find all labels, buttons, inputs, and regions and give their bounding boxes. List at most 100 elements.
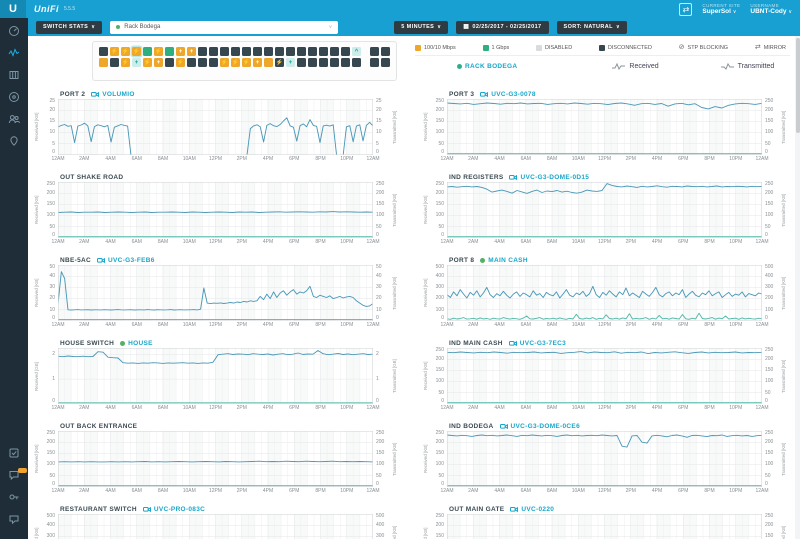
switch-port[interactable] bbox=[99, 47, 108, 56]
switch-port[interactable] bbox=[352, 58, 361, 67]
device-link[interactable]: MAIN CASH bbox=[480, 257, 528, 264]
sidebar-item-support[interactable] bbox=[3, 511, 25, 531]
switch-port[interactable] bbox=[264, 47, 273, 56]
switch-port[interactable] bbox=[198, 58, 207, 67]
switch-port[interactable] bbox=[209, 47, 218, 56]
switch-port[interactable] bbox=[253, 47, 262, 56]
device-filter-select[interactable]: Rack Bodega ∨ bbox=[110, 20, 339, 34]
switch-port[interactable] bbox=[381, 58, 390, 67]
chart-plot[interactable] bbox=[58, 265, 373, 321]
switch-port[interactable]: ⚡ bbox=[121, 58, 130, 67]
switch-port[interactable] bbox=[341, 58, 350, 67]
switch-port[interactable] bbox=[330, 58, 339, 67]
chart-plot[interactable] bbox=[447, 99, 762, 155]
chart-plot[interactable] bbox=[58, 182, 373, 238]
switch-port[interactable]: + bbox=[154, 58, 163, 67]
device-link[interactable]: UVC-G3-DOME-0D15 bbox=[509, 174, 589, 181]
device-link[interactable]: UVC-PRO-083C bbox=[142, 506, 205, 513]
switch-port[interactable]: ⚡ bbox=[132, 47, 141, 56]
switch-port[interactable]: ⚡ bbox=[242, 58, 251, 67]
switch-port[interactable] bbox=[308, 47, 317, 56]
unifi-logo[interactable]: U bbox=[0, 0, 26, 18]
switch-port[interactable] bbox=[341, 47, 350, 56]
chart-plot[interactable] bbox=[58, 348, 373, 404]
device-link[interactable]: HOUSE bbox=[120, 340, 153, 347]
sidebar-item-events[interactable] bbox=[3, 445, 25, 465]
switch-port[interactable] bbox=[231, 47, 240, 56]
switch-port[interactable]: + bbox=[187, 47, 196, 56]
device-link[interactable]: UVC-G3-0078 bbox=[480, 91, 535, 98]
site-switch-icon[interactable]: ⇄ bbox=[679, 2, 693, 16]
current-site-menu[interactable]: CURRENT SITE SuperSol ∨ bbox=[702, 3, 740, 16]
switch-port[interactable]: ⚡ bbox=[176, 58, 185, 67]
scrollbar-thumb[interactable] bbox=[795, 38, 800, 133]
switch-port[interactable] bbox=[297, 47, 306, 56]
switch-port[interactable] bbox=[165, 47, 174, 56]
switch-port[interactable]: ^ bbox=[352, 47, 361, 56]
chart-plot[interactable] bbox=[447, 182, 762, 238]
switch-port[interactable] bbox=[242, 47, 251, 56]
switch-port[interactable] bbox=[297, 58, 306, 67]
username-menu[interactable]: USERNAME UBNT-Cody ∨ bbox=[750, 3, 792, 16]
sort-dropdown[interactable]: SORT: NATURAL ∨ bbox=[556, 20, 627, 34]
y-tick-label: 50 bbox=[765, 389, 771, 396]
switch-port[interactable]: ⚡ bbox=[121, 47, 130, 56]
switch-port[interactable] bbox=[308, 58, 317, 67]
sidebar-item-statistics[interactable] bbox=[3, 45, 25, 65]
x-tick-label: 10AM bbox=[182, 156, 196, 162]
scrollbar[interactable] bbox=[795, 36, 800, 539]
device-link[interactable]: UVC-G3-7EC3 bbox=[508, 340, 566, 347]
sidebar-item-map[interactable] bbox=[3, 67, 25, 87]
switch-port[interactable] bbox=[330, 47, 339, 56]
switch-port[interactable] bbox=[381, 47, 390, 56]
device-link[interactable]: UVC-G3-DOME-0CE6 bbox=[499, 423, 580, 430]
date-range-picker[interactable]: ▦ 02/25/2017 - 02/25/2017 bbox=[456, 20, 549, 34]
switch-port[interactable] bbox=[319, 47, 328, 56]
switch-port[interactable]: + bbox=[176, 47, 185, 56]
switch-port[interactable] bbox=[110, 58, 119, 67]
switch-port[interactable]: ⚡ bbox=[275, 58, 284, 67]
switch-port[interactable]: + bbox=[253, 58, 262, 67]
chart-plot[interactable] bbox=[58, 99, 373, 155]
switch-port[interactable] bbox=[143, 47, 152, 56]
switch-port[interactable] bbox=[286, 47, 295, 56]
chart-plot[interactable] bbox=[447, 514, 762, 539]
device-link[interactable]: VOLUMIO bbox=[91, 91, 134, 98]
switch-port[interactable] bbox=[209, 58, 218, 67]
chart-plot[interactable] bbox=[58, 514, 373, 539]
switch-port[interactable] bbox=[187, 58, 196, 67]
chart-plot[interactable] bbox=[447, 265, 762, 321]
switch-port[interactable]: + bbox=[286, 58, 295, 67]
chart-plot[interactable] bbox=[447, 431, 762, 487]
switch-port[interactable] bbox=[319, 58, 328, 67]
switch-port[interactable] bbox=[264, 58, 273, 67]
chart-plot[interactable] bbox=[447, 348, 762, 404]
switch-port[interactable] bbox=[370, 47, 379, 56]
switch-port[interactable] bbox=[198, 47, 207, 56]
switch-port[interactable]: ⚡ bbox=[231, 58, 240, 67]
switch-port[interactable] bbox=[220, 47, 229, 56]
sidebar-item-insights[interactable] bbox=[3, 133, 25, 153]
device-link[interactable]: UVC-G3-FEB6 bbox=[97, 257, 155, 264]
stats-type-dropdown[interactable]: SWITCH STATS ∨ bbox=[36, 20, 103, 34]
switch-port[interactable]: ⚡ bbox=[220, 58, 229, 67]
switch-port[interactable]: ⚡ bbox=[110, 47, 119, 56]
sidebar-item-admins[interactable] bbox=[3, 489, 25, 509]
sidebar-item-chat[interactable] bbox=[3, 467, 27, 487]
y-tick-label: 250 bbox=[376, 430, 385, 436]
sidebar-item-dashboard[interactable] bbox=[3, 23, 25, 43]
interval-dropdown[interactable]: 5 MINUTES ∨ bbox=[394, 20, 449, 34]
chart-plot[interactable] bbox=[58, 431, 373, 487]
switch-port[interactable]: + bbox=[132, 58, 141, 67]
switch-port[interactable] bbox=[99, 58, 108, 67]
switch-port[interactable]: ⚡ bbox=[154, 47, 163, 56]
sidebar-item-devices[interactable] bbox=[3, 89, 25, 109]
sidebar-item-clients[interactable] bbox=[3, 111, 25, 131]
plot-area: 12AM 2AM 4AM 6AM 8AM 10AM 12PM 2PM 4PM 6PM 8PM 10PM… bbox=[440, 348, 769, 412]
switch-port[interactable] bbox=[165, 58, 174, 67]
plot-area: 12AM 2AM 4AM 6AM 8AM 10AM 12PM 2PM 4PM 6PM 8PM 10PM… bbox=[440, 182, 769, 246]
switch-port[interactable] bbox=[370, 58, 379, 67]
device-link[interactable]: UVC-0220 bbox=[510, 506, 554, 513]
switch-port[interactable]: ⚡ bbox=[143, 58, 152, 67]
switch-port[interactable] bbox=[275, 47, 284, 56]
